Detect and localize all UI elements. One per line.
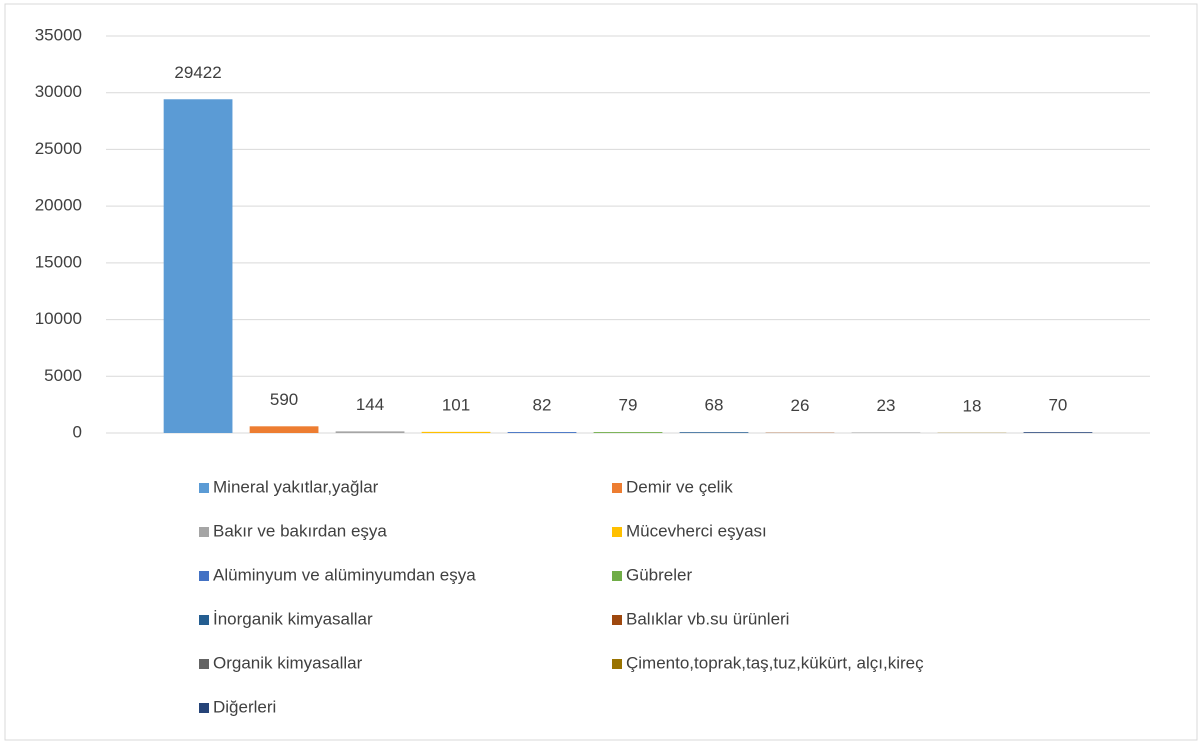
legend-swatch (612, 483, 622, 493)
legend-swatch (199, 659, 209, 669)
legend-swatch (612, 615, 622, 625)
y-tick-label: 0 (73, 422, 82, 441)
legend-label: Mineral yakıtlar,yağlar (213, 477, 379, 496)
data-label: 68 (705, 396, 724, 415)
bar (335, 431, 405, 433)
bar (593, 432, 663, 433)
y-tick-label: 30000 (35, 82, 82, 101)
bar (1023, 432, 1093, 433)
legend-swatch (612, 659, 622, 669)
legend-swatch (612, 571, 622, 581)
y-tick-label: 15000 (35, 252, 82, 271)
legend-swatch (199, 571, 209, 581)
legend-label: Mücevherci eşyası (626, 521, 767, 540)
legend-label: Çimento,toprak,taş,tuz,kükürt, alçı,kire… (626, 653, 924, 672)
y-tick-label: 5000 (44, 366, 82, 385)
y-tick-label: 10000 (35, 309, 82, 328)
data-label: 590 (270, 390, 298, 409)
legend-swatch (199, 527, 209, 537)
legend-label: Alüminyum ve alüminyumdan eşya (213, 565, 476, 584)
legend-swatch (199, 703, 209, 713)
legend-label: Demir ve çelik (626, 477, 733, 496)
legend-label: Organik kimyasallar (213, 653, 363, 672)
bar (421, 431, 491, 433)
bar (249, 426, 319, 433)
data-label: 26 (791, 396, 810, 415)
legend-label: Bakır ve bakırdan eşya (213, 521, 387, 540)
legend-label: Diğerleri (213, 697, 276, 716)
y-tick-label: 20000 (35, 196, 82, 215)
data-label: 29422 (174, 63, 221, 82)
legend-label: Gübreler (626, 565, 692, 584)
legend-swatch (199, 483, 209, 493)
y-tick-label: 35000 (35, 25, 82, 44)
data-label: 70 (1048, 396, 1067, 415)
data-label: 144 (356, 395, 384, 414)
bar (163, 99, 233, 434)
data-label: 79 (619, 396, 638, 415)
legend-swatch (199, 615, 209, 625)
legend-swatch (612, 527, 622, 537)
data-label: 18 (962, 396, 981, 415)
y-tick-label: 25000 (35, 139, 82, 158)
legend-label: İnorganik kimyasallar (213, 609, 373, 628)
legend-label: Balıklar vb.su ürünleri (626, 609, 789, 628)
bar (507, 432, 577, 433)
data-label: 23 (877, 396, 896, 415)
data-label: 82 (533, 396, 552, 415)
data-label: 101 (442, 395, 470, 414)
bar (679, 432, 749, 433)
